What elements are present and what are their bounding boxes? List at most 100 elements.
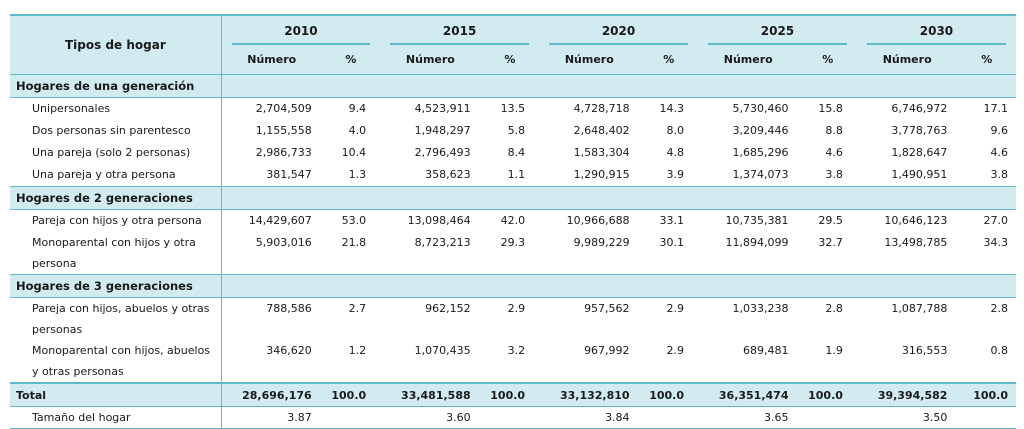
cell-number: 8,723,213	[414, 236, 471, 249]
section-header-row: Hogares de una generación	[10, 74, 1016, 98]
total-number: 33,481,588	[380, 382, 481, 407]
cell-percent: 2.7	[348, 302, 367, 315]
cell-percent: 1.1	[507, 168, 526, 181]
subheader-row: Número % Número % Número % Número % Núme…	[10, 45, 1016, 75]
cell-number: 10,966,688	[566, 214, 630, 227]
year-header-row: Tipos de hogar 2010 2015 2020 2025 2030	[10, 14, 1016, 75]
cell-number: 957,562	[584, 302, 630, 315]
household-size-value: 3.50	[856, 406, 958, 429]
table-row: Pareja con hijos y otra persona 14,429,60…	[10, 209, 1016, 232]
column-header-household-type: Tipos de hogar	[10, 14, 222, 75]
cell-percent: 3.8	[990, 168, 1009, 181]
row-label: Monoparental con hijos, abuelos y otras …	[10, 340, 222, 383]
cell-number: 1,374,073	[732, 168, 789, 181]
cell-number: 13,098,464	[407, 214, 471, 227]
cell-number: 346,620	[266, 344, 312, 357]
cell-percent: 4.8	[666, 146, 685, 159]
cell-percent: 4.0	[348, 124, 367, 137]
section-fill	[221, 74, 1016, 98]
row-label: Monoparental con hijos y otra persona	[10, 232, 222, 275]
cell-number: 967,992	[584, 344, 630, 357]
cell-percent: 5.8	[507, 124, 526, 137]
table-row: Una pareja y otra persona 381,547 1.3 358,6…	[10, 164, 1016, 187]
cell-number: 358,623	[425, 168, 471, 181]
cell-percent: 2.9	[507, 302, 526, 315]
row-label: Una pareja y otra persona	[10, 164, 222, 187]
cell-number: 689,481	[742, 344, 789, 357]
cell-number: 3,209,446	[732, 124, 789, 137]
cell-number: 3,778,763	[891, 124, 948, 137]
section-title: Hogares de 2 generaciones	[10, 186, 222, 210]
cell-percent: 15.8	[818, 102, 843, 115]
cell-percent: 8.4	[507, 146, 526, 159]
cell-percent: 30.1	[659, 236, 685, 249]
cell-number: 1,828,647	[891, 146, 948, 159]
cell-number: 6,746,972	[891, 102, 948, 115]
cell-percent: 1.2	[348, 344, 367, 357]
subheader-percent: %	[639, 45, 698, 75]
table-body: Hogares de una generación Unipersonales 2,…	[10, 74, 1016, 429]
cell-percent: 3.9	[666, 168, 685, 181]
total-row: Total 28,696,176 100.0 33,481,588 100.0 33,13…	[10, 382, 1016, 407]
household-size-blank	[798, 406, 857, 429]
cell-number: 4,728,718	[573, 102, 630, 115]
cell-number: 10,735,381	[725, 214, 789, 227]
subheader-number: Número	[698, 45, 799, 75]
cell-number: 1,155,558	[255, 124, 312, 137]
cell-percent: 2.9	[666, 344, 685, 357]
cell-percent: 2.8	[825, 302, 843, 315]
household-size-value: 3.84	[539, 406, 640, 429]
cell-percent: 1.3	[348, 168, 367, 181]
section-fill	[221, 274, 1016, 298]
cell-number: 381,547	[266, 168, 312, 181]
cell-number: 13,498,785	[884, 236, 948, 249]
cell-percent: 9.4	[348, 102, 367, 115]
household-size-value: 3.60	[380, 406, 481, 429]
cell-number: 1,087,788	[891, 302, 948, 315]
cell-percent: 9.6	[990, 124, 1009, 137]
cell-percent: 4.6	[990, 146, 1009, 159]
section-title: Hogares de una generación	[10, 74, 222, 98]
table-row: Monoparental con hijos, abuelos y otras …	[10, 340, 1016, 383]
household-size-blank	[480, 406, 540, 429]
subheader-percent: %	[798, 45, 857, 75]
section-fill	[221, 186, 1016, 210]
cell-number: 962,152	[425, 302, 471, 315]
cell-number: 14,429,607	[248, 214, 312, 227]
cell-percent: 34.3	[983, 236, 1009, 249]
cell-number: 1,948,297	[414, 124, 471, 137]
total-number: 28,696,176	[221, 382, 322, 407]
cell-percent: 27.0	[983, 214, 1009, 227]
cell-number: 1,290,915	[573, 168, 630, 181]
household-size-value: 3.65	[698, 406, 799, 429]
cell-number: 4,523,911	[414, 102, 471, 115]
cell-percent: 14.3	[659, 102, 685, 115]
cell-number: 1,685,296	[732, 146, 789, 159]
subheader-number: Número	[380, 45, 481, 75]
cell-number: 9,989,229	[573, 236, 630, 249]
cell-percent: 17.1	[983, 102, 1009, 115]
household-types-table: Tipos de hogar 2010 2015 2020 2025 2030 …	[10, 14, 1016, 429]
subheader-number: Número	[539, 45, 640, 75]
cell-number: 2,796,493	[414, 146, 471, 159]
cell-percent: 0.8	[990, 344, 1009, 357]
cell-number: 1,490,951	[891, 168, 948, 181]
table-row: Monoparental con hijos y otra persona 5,9…	[10, 232, 1016, 275]
total-label: Total	[10, 382, 222, 407]
cell-number: 5,730,460	[732, 102, 789, 115]
cell-percent: 29.3	[500, 236, 526, 249]
table-row: Pareja con hijos, abuelos y otras person…	[10, 297, 1016, 340]
cell-number: 788,586	[266, 302, 312, 315]
cell-percent: 2.8	[990, 302, 1009, 315]
row-label: Unipersonales	[10, 97, 222, 120]
total-percent: 100.0	[798, 382, 857, 407]
total-number: 36,351,474	[698, 382, 799, 407]
table-row: Dos personas sin parentesco 1,155,558 4.0 1…	[10, 120, 1016, 142]
cell-number: 1,070,435	[414, 344, 471, 357]
year-header-2025: 2025	[698, 14, 857, 46]
cell-percent: 2.9	[666, 302, 685, 315]
cell-number: 2,648,402	[573, 124, 630, 137]
cell-percent: 29.5	[818, 214, 843, 227]
total-number: 33,132,810	[539, 382, 640, 407]
household-table-container: Tipos de hogar 2010 2015 2020 2025 2030 …	[10, 14, 1016, 429]
